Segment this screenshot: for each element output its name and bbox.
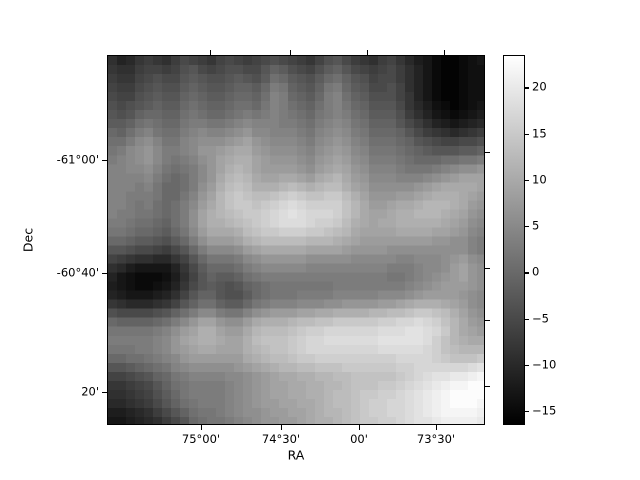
colorbar-ticklabel: 10 (532, 172, 547, 187)
colorbar-tick (525, 364, 529, 367)
colorbar-ticklabel: −5 (532, 310, 549, 325)
colorbar-ticklabel: 15 (532, 125, 547, 140)
x-tick-top-0 (210, 50, 212, 55)
y-ticklabel: -61°00' (56, 152, 99, 167)
x-ticklabel: 74°30' (261, 432, 301, 446)
y-tick-right-2 (485, 320, 490, 322)
x-axis-label: RA (287, 447, 305, 463)
x-ticklabel: 00' (350, 432, 368, 446)
colorbar-tick (525, 411, 529, 413)
colorbar-tick (525, 226, 529, 228)
colorbar-ticklabel: −10 (532, 357, 557, 372)
colorbar-tick (525, 272, 529, 274)
x-tick-top-2 (367, 50, 369, 55)
y-axis-label: Dec (20, 227, 36, 253)
colorbar-ticklabel: 0 (532, 264, 540, 279)
x-tick-top-1 (290, 50, 292, 55)
x-ticklabel: 75°00' (181, 432, 221, 446)
x-tick-top-3 (444, 50, 446, 55)
x-tick-bottom-1 (281, 425, 283, 430)
colorbar-tick (525, 133, 529, 135)
colorbar[interactable] (503, 55, 525, 425)
y-tick-right-0 (485, 152, 490, 154)
x-ticklabel: 73°30' (416, 432, 456, 446)
colorbar-ticklabel: 20 (532, 79, 547, 94)
y-tick-left-0 (102, 160, 107, 162)
y-tick-left-2 (102, 392, 107, 394)
colorbar-ticklabel: 5 (532, 218, 540, 233)
x-tick-bottom-0 (201, 425, 203, 430)
sky-image-axes[interactable] (107, 55, 485, 425)
y-tick-right-3 (485, 386, 490, 388)
colorbar-ticklabel: −15 (532, 403, 557, 418)
y-ticklabel: -60°40' (56, 265, 99, 280)
y-tick-left-1 (102, 273, 107, 275)
x-tick-bottom-3 (436, 425, 438, 430)
y-ticklabel: 20' (81, 384, 99, 399)
colorbar-tick (525, 179, 529, 182)
colorbar-tick (525, 318, 529, 320)
colorbar-tick (525, 87, 529, 89)
sky-image-heatmap (108, 56, 484, 424)
x-tick-bottom-2 (359, 425, 361, 430)
y-tick-right-1 (485, 268, 490, 270)
